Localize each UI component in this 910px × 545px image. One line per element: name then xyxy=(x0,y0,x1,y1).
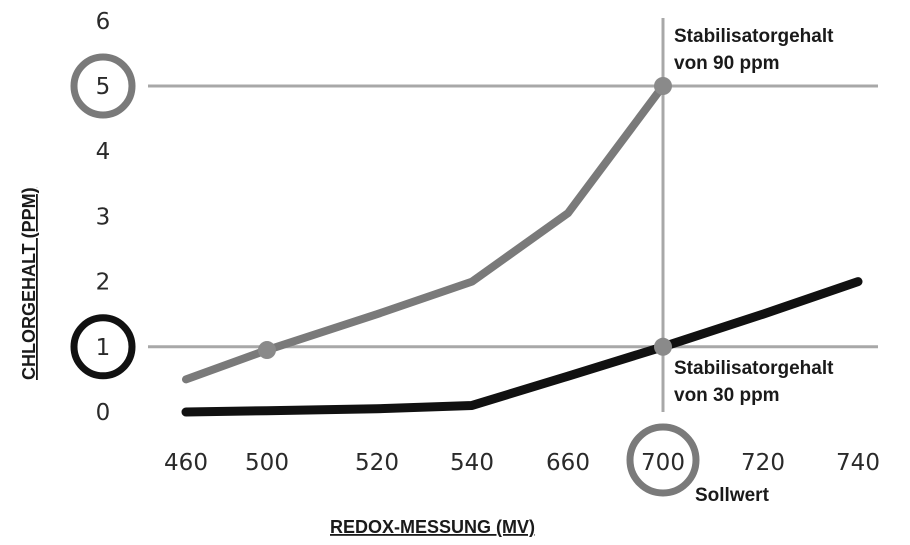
x-tick-label: 540 xyxy=(450,450,494,476)
x-tick-label: 460 xyxy=(164,450,208,476)
y-tick-label: 0 xyxy=(96,400,111,426)
highlight-circle-5 xyxy=(70,53,136,119)
data-point-marker xyxy=(258,341,276,360)
highlight-circle-700 xyxy=(626,423,700,497)
y-tick-label: 5 xyxy=(96,74,111,100)
x-tick-label: 520 xyxy=(355,450,399,476)
tick-highlight-circles xyxy=(70,53,700,497)
y-tick-label: 1 xyxy=(96,335,111,361)
axis-ticks: 0 1 2 3 4 5 6 460 500 520 540 660 700 720 740 xyxy=(96,9,880,476)
y-tick-label: 4 xyxy=(96,139,111,165)
x-tick-label: 660 xyxy=(546,450,590,476)
x-tick-label: 720 xyxy=(741,450,785,476)
highlight-circle-1 xyxy=(70,314,136,380)
annotation-stabilizer-30: Stabilisatorgehalt von 30 ppm xyxy=(674,358,839,406)
y-tick-label: 3 xyxy=(96,204,111,230)
y-tick-label: 2 xyxy=(96,270,111,296)
annotation-sollwert: Sollwert xyxy=(695,485,770,506)
y-axis-label: CHLORGEHALT (PPM) xyxy=(19,187,39,380)
data-point-marker xyxy=(654,337,672,356)
x-tick-label: 500 xyxy=(245,450,289,476)
data-markers xyxy=(258,77,672,360)
data-series xyxy=(181,82,863,417)
series-line-1 xyxy=(182,82,667,384)
data-point-marker xyxy=(654,77,672,95)
y-tick-label: 6 xyxy=(96,9,111,35)
series-line-2 xyxy=(181,277,863,417)
x-axis-label: REDOX-MESSUNG (MV) xyxy=(330,517,535,537)
x-tick-label: 740 xyxy=(836,450,880,476)
x-tick-label: 700 xyxy=(641,450,685,476)
annotation-stabilizer-90: Stabilisatorgehalt von 90 ppm xyxy=(674,26,839,74)
